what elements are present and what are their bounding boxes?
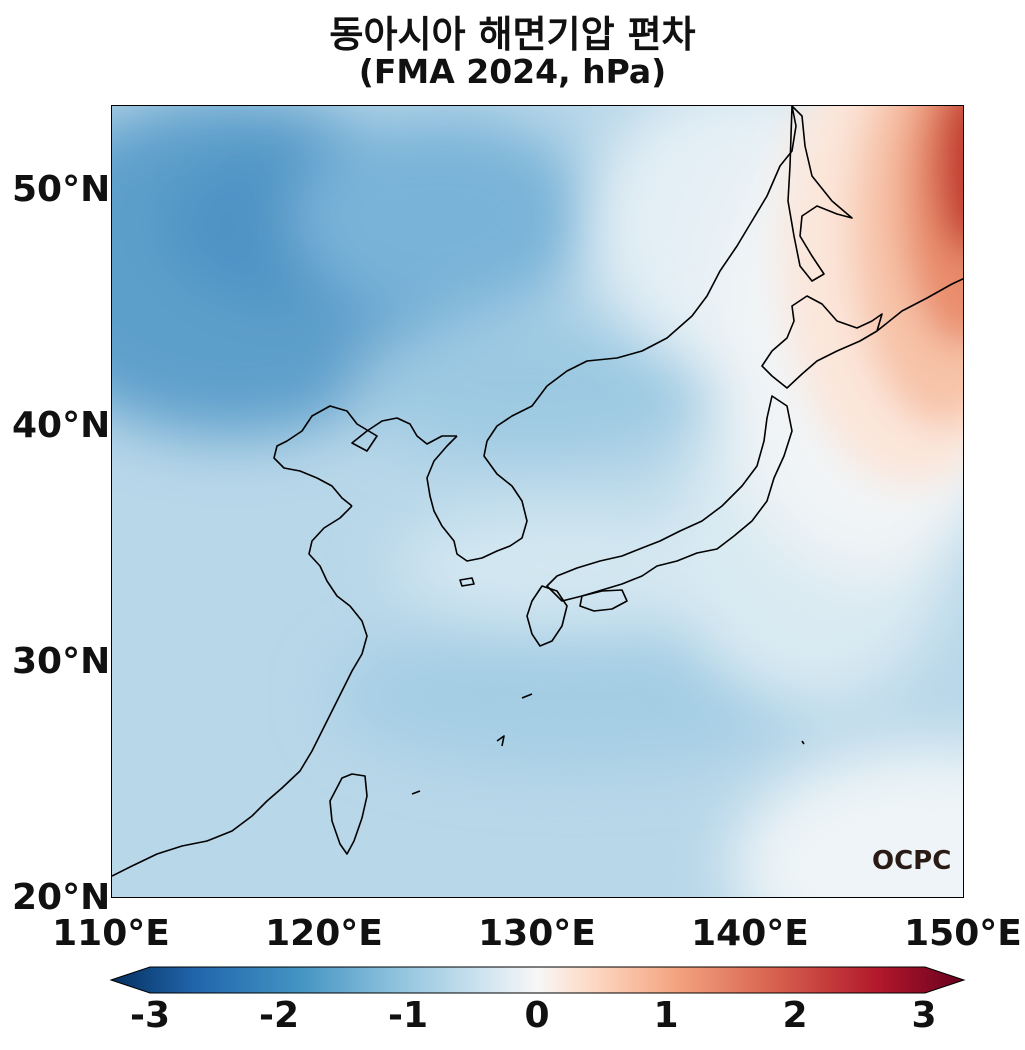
lat-tick-30: 30°N	[12, 641, 111, 682]
map-subtitle: (FMA 2024, hPa)	[358, 52, 667, 91]
lon-tick-150: 150°E	[904, 913, 1022, 954]
colorbar-label: 0	[524, 995, 550, 1036]
pressure-anomaly-map: OCPC	[111, 105, 964, 898]
lon-tick-110: 110°E	[52, 913, 170, 954]
lat-tick-40: 40°N	[12, 405, 111, 446]
colorbar-label: -2	[259, 995, 299, 1036]
lon-tick-130: 130°E	[478, 913, 596, 954]
colorbar-label: 2	[782, 995, 808, 1036]
colorbar-label: -3	[130, 995, 170, 1036]
lon-tick-140: 140°E	[691, 913, 809, 954]
colorbar-label: 1	[653, 995, 679, 1036]
colorbar	[109, 966, 966, 994]
colorbar-label: -1	[388, 995, 428, 1036]
ocpc-logo: OCPC	[872, 846, 952, 876]
lon-tick-120: 120°E	[265, 913, 383, 954]
colorbar-label: 3	[911, 995, 937, 1036]
lat-tick-50: 50°N	[12, 169, 111, 210]
anomaly-field	[112, 106, 963, 897]
lat-tick-20: 20°N	[12, 877, 111, 918]
coastlines	[112, 106, 963, 877]
map-title: 동아시아 해면기압 편차	[329, 13, 696, 56]
